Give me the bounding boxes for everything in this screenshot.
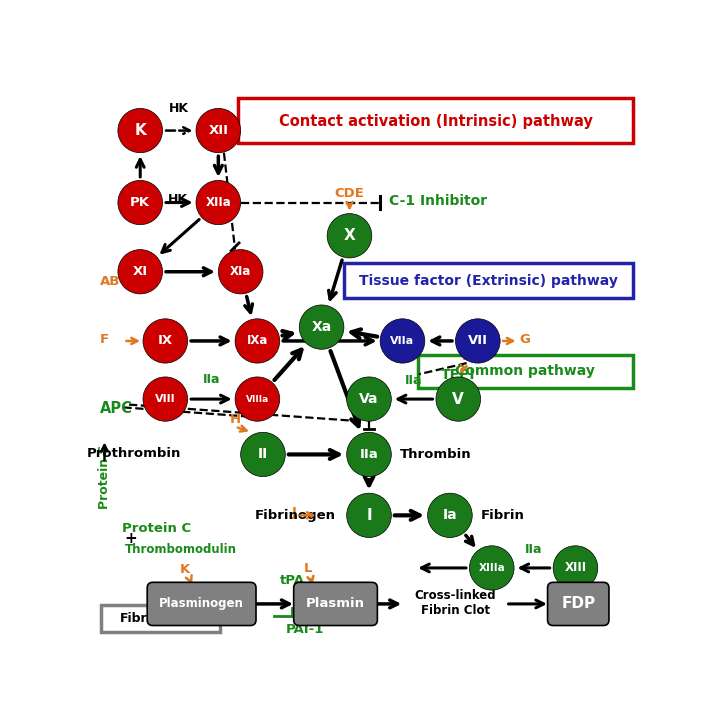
- Text: IXa: IXa: [247, 334, 268, 347]
- Text: VIIa: VIIa: [390, 336, 415, 346]
- Text: AB: AB: [100, 275, 120, 288]
- Text: HK: HK: [169, 102, 189, 115]
- FancyBboxPatch shape: [147, 582, 256, 626]
- Text: XIIa: XIIa: [205, 196, 231, 209]
- Text: Fibrin: Fibrin: [481, 509, 524, 522]
- Text: IIa: IIa: [202, 373, 220, 386]
- Text: X: X: [343, 228, 356, 243]
- FancyBboxPatch shape: [547, 582, 609, 626]
- Text: Xa: Xa: [312, 320, 332, 334]
- Text: VIIIa: VIIIa: [246, 395, 269, 403]
- Circle shape: [118, 180, 163, 224]
- Circle shape: [327, 214, 372, 258]
- Circle shape: [469, 546, 514, 590]
- Circle shape: [553, 546, 598, 590]
- Circle shape: [380, 319, 425, 363]
- Text: V: V: [452, 392, 464, 406]
- Text: CDE: CDE: [335, 187, 364, 200]
- FancyBboxPatch shape: [418, 354, 633, 388]
- Text: Va: Va: [359, 392, 379, 406]
- Text: J: J: [292, 506, 297, 519]
- Circle shape: [196, 180, 240, 224]
- Text: XIII: XIII: [564, 562, 587, 574]
- Text: Protein C: Protein C: [122, 521, 192, 535]
- Text: APC: APC: [100, 401, 133, 416]
- Circle shape: [235, 377, 279, 421]
- FancyBboxPatch shape: [101, 605, 220, 631]
- Text: XI: XI: [132, 265, 148, 278]
- Text: K: K: [135, 123, 146, 138]
- FancyBboxPatch shape: [294, 582, 377, 626]
- Text: II: II: [258, 447, 268, 462]
- Circle shape: [218, 249, 263, 294]
- FancyBboxPatch shape: [344, 263, 633, 298]
- Circle shape: [143, 377, 188, 421]
- Circle shape: [240, 432, 285, 477]
- Text: Ia: Ia: [443, 508, 457, 522]
- Text: K: K: [180, 563, 190, 576]
- Text: H: H: [230, 413, 240, 426]
- Text: XIa: XIa: [230, 265, 251, 278]
- Text: Common pathway: Common pathway: [455, 365, 595, 378]
- FancyBboxPatch shape: [238, 99, 633, 143]
- Text: Contact activation (Intrinsic) pathway: Contact activation (Intrinsic) pathway: [279, 114, 593, 129]
- Text: Fibrinogen: Fibrinogen: [255, 509, 336, 522]
- Text: Plasmin: Plasmin: [306, 597, 365, 610]
- Circle shape: [347, 377, 392, 421]
- Text: G: G: [520, 334, 531, 347]
- Text: TFPI: TFPI: [441, 368, 475, 383]
- Circle shape: [196, 109, 240, 152]
- Text: L: L: [303, 562, 312, 574]
- Circle shape: [235, 319, 279, 363]
- Circle shape: [347, 493, 392, 538]
- Circle shape: [143, 319, 188, 363]
- Text: IIa: IIa: [525, 543, 542, 556]
- Text: XIIIa: XIIIa: [478, 563, 505, 573]
- Circle shape: [300, 305, 344, 349]
- Text: I: I: [462, 350, 467, 363]
- Text: Plasminogen: Plasminogen: [159, 597, 244, 610]
- Text: Prothrombin: Prothrombin: [87, 446, 181, 460]
- Text: Fibrinolysis: Fibrinolysis: [120, 612, 200, 625]
- Text: IX: IX: [158, 334, 173, 347]
- Text: FDP: FDP: [561, 597, 595, 611]
- Text: IIa: IIa: [359, 448, 379, 461]
- Text: Protein S: Protein S: [98, 444, 111, 509]
- Text: tPA: tPA: [279, 574, 305, 587]
- Circle shape: [118, 109, 163, 152]
- Text: Thrombomodulin: Thrombomodulin: [125, 543, 237, 556]
- Text: VII: VII: [468, 334, 488, 347]
- Circle shape: [347, 432, 392, 477]
- Text: Tissue factor (Extrinsic) pathway: Tissue factor (Extrinsic) pathway: [359, 274, 618, 288]
- Text: VIII: VIII: [155, 394, 176, 404]
- Circle shape: [118, 249, 163, 294]
- Text: PK: PK: [130, 196, 150, 209]
- Text: PAI-1: PAI-1: [286, 623, 324, 636]
- Circle shape: [456, 319, 500, 363]
- Circle shape: [428, 493, 472, 538]
- Text: I: I: [366, 508, 372, 523]
- Text: F: F: [100, 334, 109, 347]
- Text: Cross-linked
Fibrin Clot: Cross-linked Fibrin Clot: [415, 590, 496, 618]
- Circle shape: [436, 377, 481, 421]
- Text: XII: XII: [208, 124, 228, 137]
- Text: HK: HK: [168, 193, 188, 206]
- Text: IIa: IIa: [405, 374, 423, 387]
- Text: Thrombin: Thrombin: [400, 448, 472, 461]
- Text: C-1 Inhibitor: C-1 Inhibitor: [389, 194, 487, 208]
- Text: +: +: [125, 531, 138, 546]
